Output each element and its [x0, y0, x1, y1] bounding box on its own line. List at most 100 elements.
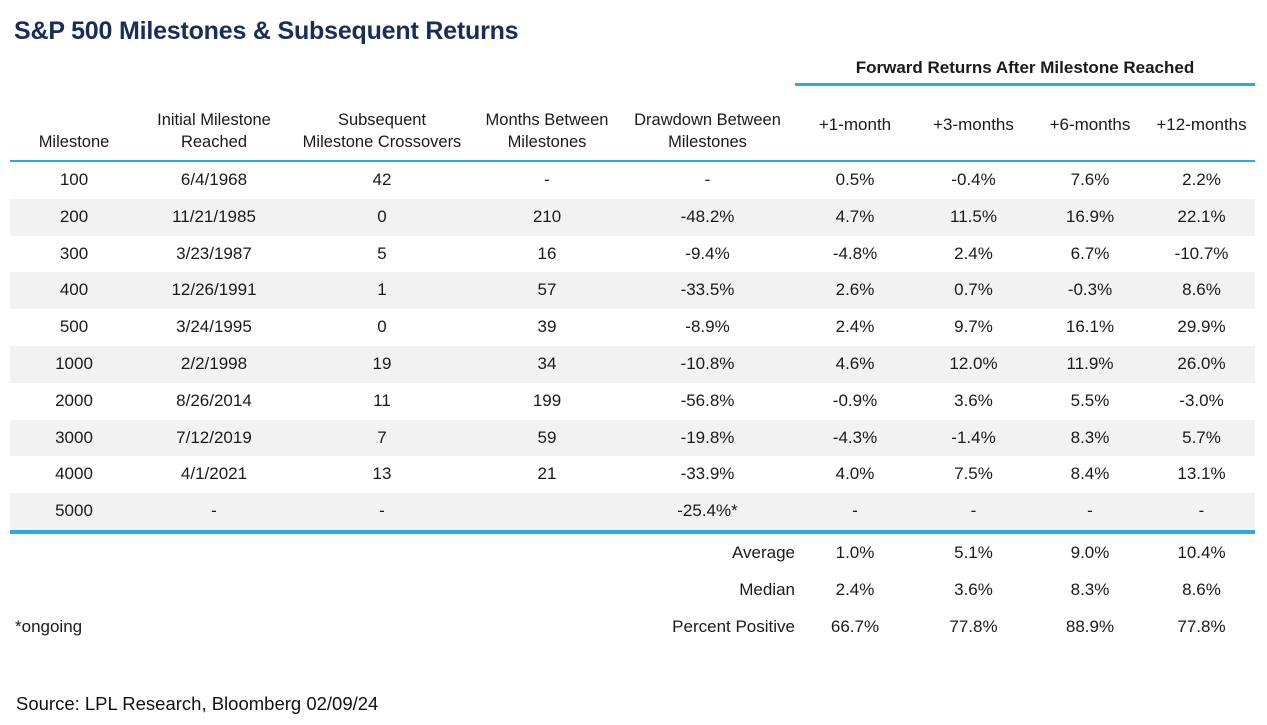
table-cell: -33.5% — [680, 280, 735, 300]
table-cell: 2000 — [55, 390, 93, 410]
table-cell: 2.4% — [835, 317, 875, 337]
table-cell: 16.1% — [1065, 317, 1115, 337]
table-cell: 9.7% — [954, 317, 993, 337]
table-cell: 29.9% — [1177, 317, 1226, 337]
table-cell: 0.7% — [954, 280, 993, 300]
column-header-months-between: Months Between Milestones — [474, 86, 620, 160]
table-row-1000: 1000 2/2/1998 19 34 -10.8% 4.6% 12.0% 11… — [10, 345, 1255, 383]
table-row-400: 400 12/26/1991 1 57 -33.5% 2.6% 0.7% -0.… — [10, 272, 1255, 310]
table-cell: 4.0% — [835, 464, 875, 484]
table-cell: -25.4%* — [677, 501, 738, 521]
summary-note — [10, 571, 290, 608]
column-header-line: Drawdown Between — [634, 111, 781, 129]
table-cell: 4000 — [55, 464, 93, 484]
table-bottom-divider — [10, 529, 1255, 534]
table-cell: 19 — [372, 353, 392, 373]
group-header-spacer — [10, 54, 795, 86]
table-cell: -0.3% — [1067, 280, 1113, 300]
table-cell: 1 — [377, 280, 387, 300]
column-header-line: Milestone Crossovers — [302, 133, 462, 151]
report-figure: { "colors": { "accent_blue": "#29abe2", … — [0, 16, 1267, 725]
summary-value: 5.1% — [954, 542, 993, 562]
summary-value: 10.4% — [1177, 542, 1226, 562]
table-cell: 5.5% — [1070, 390, 1110, 410]
table-cell: -0.4% — [951, 170, 996, 189]
table-cell: -10.8% — [680, 353, 735, 373]
table-row-300: 300 3/23/1987 5 16 -9.4% -4.8% 2.4% 6.7%… — [10, 236, 1255, 273]
summary-value: 8.6% — [1182, 579, 1221, 599]
table-cell: -33.9% — [680, 464, 735, 484]
table-cell: - — [704, 170, 711, 189]
page-title: S&P 500 Milestones & Subsequent Returns — [14, 17, 519, 45]
table-cell: 3/23/1987 — [176, 243, 252, 263]
column-header-line: Milestones — [668, 133, 747, 151]
table-cell: 199 — [532, 390, 562, 410]
column-header-line: Milestone — [38, 133, 110, 151]
table-cell: 16 — [537, 243, 557, 263]
table-cell: 5.7% — [1182, 427, 1221, 447]
table-cell — [474, 493, 620, 530]
table-cell: 200 — [59, 206, 89, 226]
table-cell: 210 — [532, 206, 562, 226]
table-cell: 11 — [373, 390, 391, 410]
table-cell: 7/12/2019 — [176, 427, 252, 447]
table-cell: 7.6% — [1070, 170, 1110, 189]
column-header-line: Initial Milestone — [157, 111, 271, 129]
column-header-plus-3-months: +3-months — [933, 115, 1014, 134]
table-cell: 8.6% — [1182, 280, 1221, 300]
summary-value: 3.6% — [954, 579, 993, 599]
column-header-subsequent-crossovers: Subsequent Milestone Crossovers — [290, 86, 474, 160]
table-cell: 3/24/1995 — [176, 317, 252, 337]
table-cell: 0 — [377, 206, 387, 226]
table-cell: 4.7% — [835, 206, 875, 226]
table-cell: - — [1087, 501, 1093, 521]
table-cell: 3000 — [55, 427, 93, 447]
table-cell: - — [544, 170, 550, 189]
table-cell: 300 — [59, 243, 89, 263]
summary-value: 2.4% — [835, 579, 875, 599]
table-cell: 7 — [377, 427, 387, 447]
table-cell: 0 — [377, 317, 387, 337]
table-cell: 2.4% — [954, 243, 993, 263]
table-cell: -8.9% — [685, 317, 730, 337]
table-row-100: 100 6/4/1968 42 - - 0.5% -0.4% 7.6% 2.2% — [10, 162, 1255, 199]
table-cell: 22.1% — [1177, 206, 1226, 226]
table-cell: -1.4% — [951, 427, 996, 447]
table-cell: 0.5% — [835, 170, 875, 189]
table-cell: 26.0% — [1177, 353, 1226, 373]
table-cell: -0.9% — [832, 390, 878, 410]
summary-label-median: Median — [739, 579, 795, 599]
column-header-drawdown-between: Drawdown Between Milestones — [620, 86, 795, 160]
table-cell: 34 — [537, 353, 557, 373]
ongoing-footnote: *ongoing — [15, 616, 83, 636]
table-cell: 42 — [372, 170, 392, 189]
table-cell: 4/1/2021 — [180, 464, 248, 484]
column-header-initial-milestone-reached: Initial Milestone Reached — [138, 86, 290, 160]
column-header-line: Milestones — [507, 133, 587, 151]
table-cell: - — [852, 501, 858, 521]
table-cell: -4.3% — [832, 427, 878, 447]
table-cell: -4.8% — [832, 243, 878, 263]
source-attribution: Source: LPL Research, Bloomberg 02/09/24 — [16, 693, 379, 714]
table-cell: 500 — [59, 317, 89, 337]
column-header-line: Months Between — [485, 111, 609, 129]
table-cell: - — [379, 501, 385, 521]
summary-value: 88.9% — [1065, 616, 1115, 636]
table-cell: -56.8% — [680, 390, 735, 410]
table-cell: -19.8% — [680, 427, 735, 447]
summary-note — [10, 534, 290, 571]
summary-value: 77.8% — [949, 616, 998, 636]
table-cell: 2.2% — [1182, 170, 1221, 189]
table-row-4000: 4000 4/1/2021 13 21 -33.9% 4.0% 7.5% 8.4… — [10, 456, 1255, 493]
table-row-2000: 2000 8/26/2014 11 199 -56.8% -0.9% 3.6% … — [10, 383, 1255, 420]
summary-label-percent-positive: Percent Positive — [672, 616, 795, 636]
summary-value: 8.3% — [1070, 579, 1110, 599]
table-cell: 6.7% — [1070, 243, 1110, 263]
table-cell: 39 — [537, 317, 557, 337]
forward-returns-group-row: Forward Returns After Milestone Reached — [10, 54, 1255, 86]
table-cell: 13 — [372, 464, 392, 484]
table-cell: 13.1% — [1177, 464, 1226, 484]
table-cell: - — [970, 501, 977, 521]
table-cell: 8/26/2014 — [176, 390, 252, 410]
table-cell: 8.3% — [1070, 427, 1110, 447]
